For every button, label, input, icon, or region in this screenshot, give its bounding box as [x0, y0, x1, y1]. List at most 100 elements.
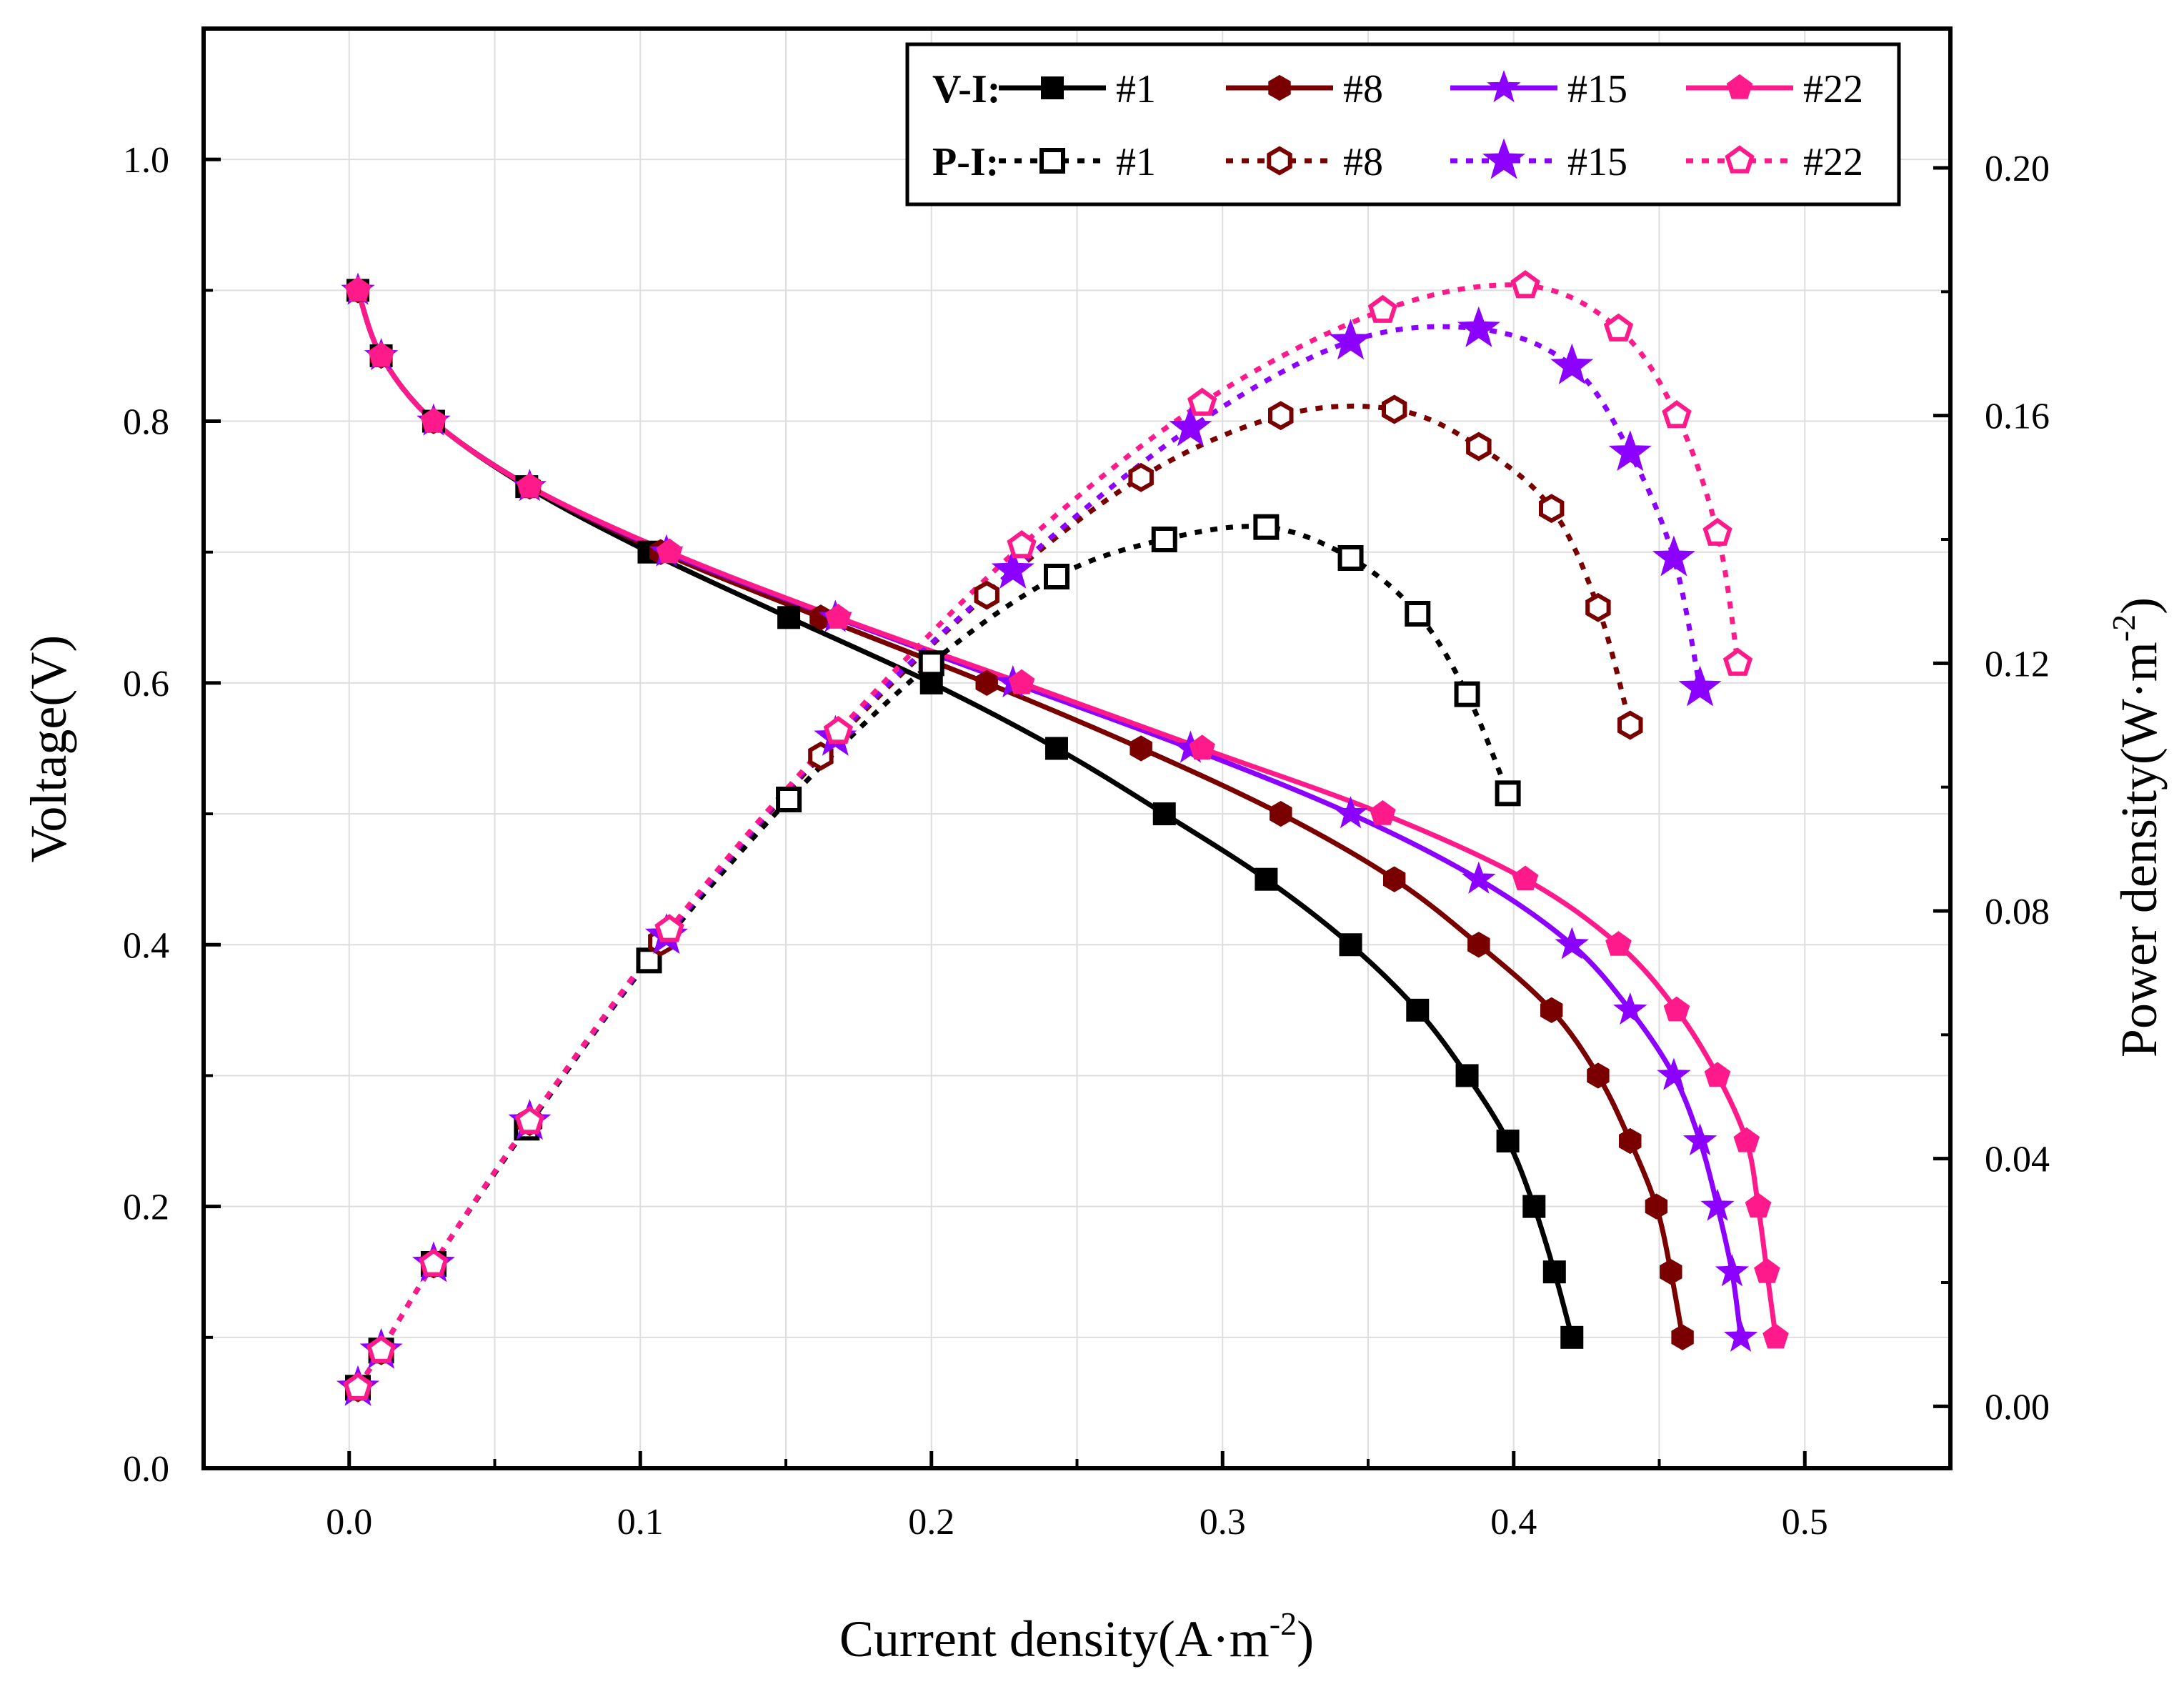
series-pi-n22-point — [419, 1248, 449, 1277]
legend-pi-n8-marker-sample — [1267, 146, 1292, 176]
series-pi-n1-point — [1337, 545, 1364, 571]
series-vi-n22-point — [1605, 931, 1632, 956]
legend-pi-n22-label: #22 — [1803, 140, 1863, 184]
series-pi-n1-point — [776, 787, 802, 812]
legend-vi-n8-label: #8 — [1343, 67, 1383, 111]
series-pi-n22-point — [1722, 647, 1753, 676]
legend-vi-n22-marker-sample — [1726, 74, 1753, 99]
series-vi-n1-point — [1560, 1325, 1584, 1349]
series-vi-n8-point — [1540, 997, 1563, 1024]
series-pi-n22-point — [1007, 529, 1037, 559]
legend-vi-n8-marker-sample — [1268, 74, 1291, 101]
series-vi-n15-point — [1682, 1123, 1717, 1156]
y-left-tick-label: 0.4 — [123, 925, 169, 966]
series-vi-n1-point — [1406, 998, 1430, 1022]
series-pi-n1-point — [918, 650, 944, 677]
legend-pi-n22-marker-sample — [1725, 145, 1755, 174]
series-pi-n15-point — [1608, 430, 1652, 472]
series-vi-n1-point — [1496, 1130, 1520, 1153]
series-vi-n15-point — [1657, 1057, 1691, 1090]
series-pi-n22-point — [1662, 399, 1692, 429]
legend-pi-n1-marker-sample — [1039, 148, 1065, 174]
series-pi-n8-line — [356, 403, 1633, 1390]
series-vi-n22-point — [1762, 1323, 1789, 1349]
series-vi-n8-point — [1467, 932, 1490, 958]
series-vi-n22-point — [1008, 669, 1035, 694]
series-vi-n22-point — [825, 604, 852, 629]
x-tick-label: 0.0 — [326, 1502, 372, 1543]
series-pi-n1-point — [636, 947, 662, 974]
series-vi-n1-point — [1542, 1260, 1566, 1284]
series-pi-n8-point — [1617, 710, 1643, 740]
series-pi-n15-point — [1550, 343, 1594, 384]
series-pi-n15-point — [1457, 306, 1500, 347]
x-tick-label: 0.2 — [908, 1502, 954, 1543]
series-vi-n1-point — [1339, 933, 1362, 957]
legend-pi-heading: P-I: — [932, 140, 999, 184]
series-vi-n8-point — [1383, 866, 1406, 892]
series-vi-n1-point — [1152, 802, 1176, 826]
legend-vi-n15-marker-sample — [1487, 70, 1521, 103]
series-vi-n15-point — [1700, 1188, 1735, 1221]
series-pi-n8-point — [1539, 494, 1565, 524]
series-vi-n22-point — [656, 538, 683, 564]
y-right-tick-label: 0.20 — [1985, 149, 2050, 189]
series-pi-n1-point — [1405, 601, 1431, 627]
series-vi-n22-point — [420, 407, 447, 433]
y-right-tick-label: 0.12 — [1985, 644, 2050, 684]
legend-vi-heading: V-I: — [932, 67, 1000, 111]
legend-pi-n8-label: #8 — [1343, 140, 1383, 184]
series-vi-n22-point — [517, 472, 543, 498]
series-pi-n22-point — [1367, 294, 1398, 323]
y-right-tick-label: 0.16 — [1985, 397, 2050, 437]
series-vi-n15-point — [1612, 992, 1647, 1025]
series-pi-n22-line — [356, 282, 1740, 1390]
series-pi-n8-point — [1585, 592, 1611, 622]
series-pi-n22-point — [1603, 313, 1634, 342]
series-vi-n1-point — [1455, 1064, 1479, 1087]
y-left-tick-label: 0.8 — [123, 402, 169, 443]
series-pi-n8-point — [1466, 432, 1492, 462]
series-pi-n22-point — [1702, 517, 1732, 546]
legend-vi-n1-marker-sample — [1041, 76, 1064, 99]
legend-pi-n15-label: #15 — [1567, 140, 1627, 184]
series-vi-n22-point — [1370, 799, 1396, 825]
y-left-tick-label: 0.2 — [123, 1187, 169, 1228]
left-y-axis-title: Voltage(V) — [20, 635, 77, 863]
axis-ticks: 0.0 0.1 0.2 0.3 0.4 0.5 0.0 0.2 0.4 0.6 0.8 1.0 0.00… — [123, 140, 2050, 1543]
series-vi-n22-point — [1189, 734, 1215, 760]
series-vi-n22-point — [1754, 1257, 1780, 1283]
y-right-tick-label: 0.04 — [1985, 1140, 2050, 1180]
series-pi-n1-point — [1454, 681, 1480, 707]
series-vi-n22-point — [1745, 1192, 1772, 1218]
series-pi-n1-point — [1043, 564, 1069, 589]
series-pi-n15-point — [1652, 535, 1695, 577]
series-vi-n15-point — [1723, 1319, 1758, 1352]
series-vi-n1-point — [777, 606, 801, 629]
y-left-tick-label: 0.0 — [123, 1449, 169, 1490]
x-tick-label: 0.3 — [1200, 1502, 1246, 1543]
x-tick-label: 0.1 — [617, 1502, 664, 1543]
series-markers — [336, 269, 1789, 1406]
series-vi-n22-point — [1663, 996, 1690, 1022]
series-vi-n8-point — [975, 669, 998, 697]
series-pi-n8-point — [1128, 462, 1154, 492]
series-vi-n8-point — [1671, 1324, 1694, 1350]
series-pi-n22-point — [1510, 269, 1540, 299]
series-vi-n22-point — [1733, 1127, 1760, 1152]
series-vi-n8-point — [1619, 1127, 1642, 1155]
series-pi-n15-point — [1329, 319, 1372, 360]
series-vi-n22-point — [368, 342, 394, 367]
right-y-axis-title-superscript: -2 — [2105, 614, 2142, 642]
x-axis-title-superscript: -2 — [1270, 1605, 1297, 1642]
series-pi-n8-point — [1268, 401, 1294, 431]
legend: V-I: P-I: #1 #8 #15 #22 #1 #8 #15 #22 — [905, 42, 1901, 206]
y-right-tick-label: 0.08 — [1985, 892, 2050, 932]
x-axis-title: Current density(A·m-2) — [839, 1605, 1314, 1668]
series-pi-n15-point — [1169, 405, 1212, 447]
series-pi-n22-point — [343, 1372, 373, 1400]
series-vi-n8-point — [1270, 800, 1292, 827]
legend-vi-n22-label: #22 — [1803, 67, 1863, 111]
series-pi-n22-point — [514, 1105, 545, 1135]
legend-vi-n15-label: #15 — [1567, 67, 1627, 111]
